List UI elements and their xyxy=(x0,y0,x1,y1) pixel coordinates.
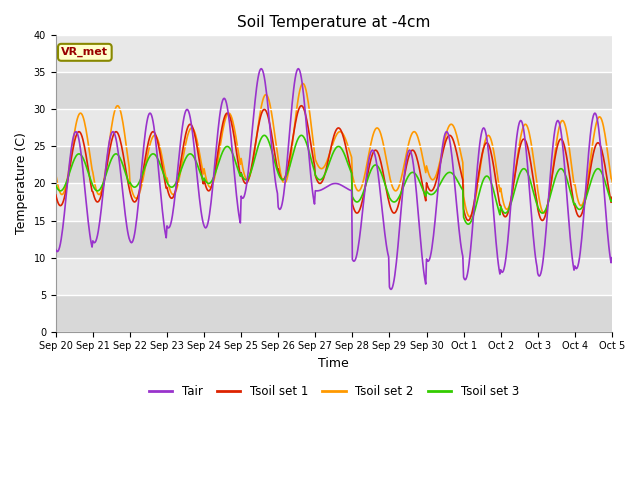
Bar xyxy=(56,295,612,332)
Bar xyxy=(56,258,612,295)
Bar xyxy=(56,183,612,220)
X-axis label: Time: Time xyxy=(319,357,349,370)
Bar xyxy=(56,220,612,258)
Bar xyxy=(56,72,612,109)
Bar xyxy=(56,146,612,183)
Bar xyxy=(56,109,612,146)
Text: VR_met: VR_met xyxy=(61,47,108,58)
Title: Soil Temperature at -4cm: Soil Temperature at -4cm xyxy=(237,15,431,30)
Bar xyxy=(56,36,612,72)
Y-axis label: Temperature (C): Temperature (C) xyxy=(15,132,28,234)
Legend: Tair, Tsoil set 1, Tsoil set 2, Tsoil set 3: Tair, Tsoil set 1, Tsoil set 2, Tsoil se… xyxy=(144,380,524,403)
